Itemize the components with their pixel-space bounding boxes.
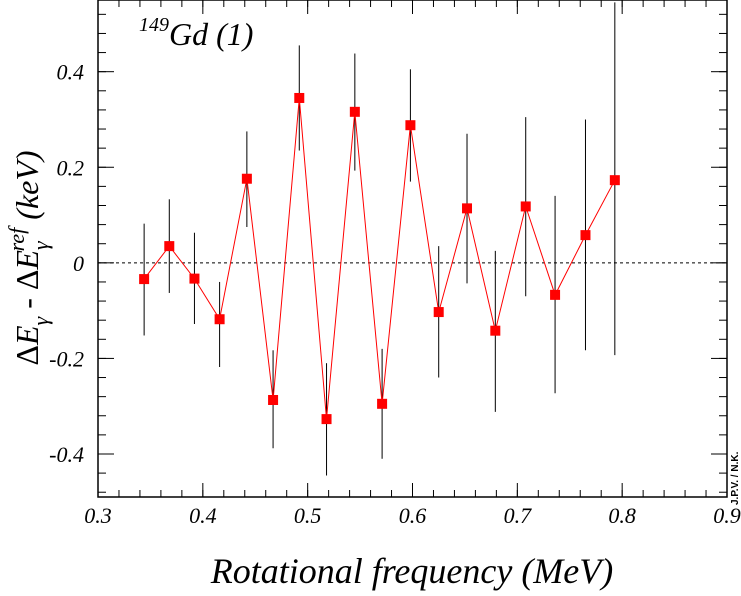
y-tick-label: 0.2 — [57, 155, 85, 180]
data-point — [462, 203, 473, 214]
data-point — [241, 173, 252, 184]
x-tick-label: 0.4 — [189, 503, 217, 528]
x-axis-label: Rotational frequency (MeV) — [210, 551, 614, 591]
title-main: Gd (1) — [169, 16, 253, 52]
y-axis-label: ΔEγ - ΔEγref (keV) — [4, 150, 53, 365]
x-tick-label: 0.5 — [294, 503, 322, 528]
y-tick-label: 0.4 — [57, 60, 85, 85]
data-point — [164, 241, 175, 252]
data-point — [520, 201, 531, 212]
data-point — [377, 398, 388, 409]
x-tick-label: 0.9 — [713, 503, 741, 528]
data-point — [139, 274, 150, 285]
data-point — [268, 394, 279, 405]
axis-ticks: 0.3 0.4 0.5 0.6 0.7 0.8 0.9 -0.4 -0.2 0 0.2 0.4 — [49, 0, 741, 528]
y-tick-label: -0.4 — [49, 442, 84, 467]
y-tick-label: 0 — [73, 251, 84, 276]
data-point — [189, 273, 200, 284]
data-point — [321, 414, 332, 425]
data-point — [349, 106, 360, 117]
y-tick-label: -0.2 — [49, 346, 84, 371]
x-tick-label: 0.6 — [399, 503, 427, 528]
series-line — [143, 97, 616, 420]
data-point — [405, 120, 416, 131]
x-tick-label: 0.8 — [608, 503, 636, 528]
chart-title: 149Gd (1) — [139, 14, 253, 52]
data-markers — [139, 92, 620, 425]
data-point — [550, 289, 561, 300]
data-point — [580, 230, 591, 241]
plot-frame — [97, 0, 728, 498]
data-point — [214, 314, 225, 325]
data-point — [294, 92, 305, 103]
x-tick-label: 0.3 — [84, 503, 112, 528]
data-point — [433, 307, 444, 318]
data-point — [490, 325, 501, 336]
credit-text: J.P.V. / N.K. — [730, 451, 741, 505]
x-tick-label: 0.7 — [504, 503, 533, 528]
data-point — [609, 175, 620, 186]
title-isotope-mass: 149 — [139, 14, 169, 36]
